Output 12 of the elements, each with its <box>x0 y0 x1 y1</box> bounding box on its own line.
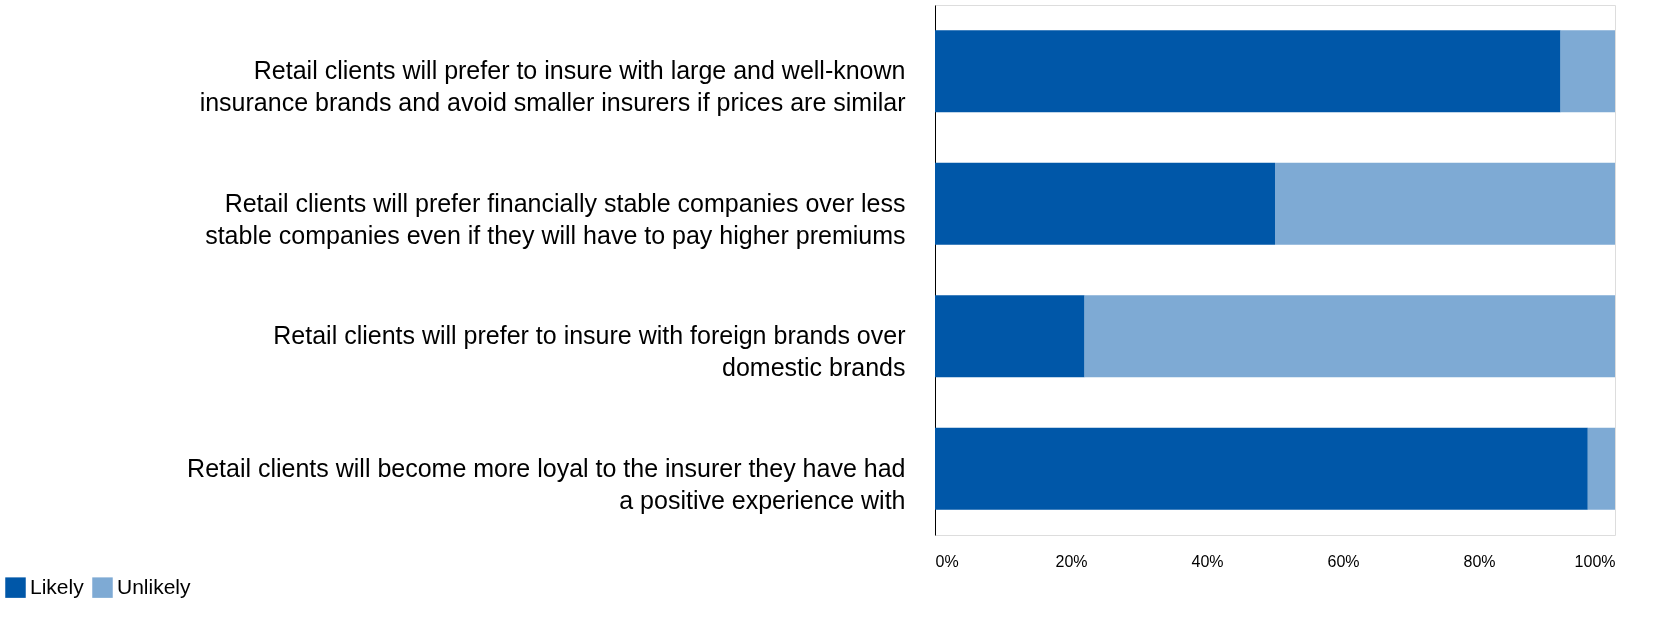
legend-label: Unlikely <box>117 574 192 598</box>
y-tick-label: Retail clients will prefer to insure with large and well-known insurance brands and avoid smaller insurers if prices are similar <box>199 56 906 117</box>
x-tick-label: 60% <box>1327 552 1360 570</box>
x-tick-label: 40% <box>1191 552 1224 570</box>
y-tick-label: Retail clients will prefer financially stable companies over less stable companies even if they will have to pay higher premiums <box>205 188 906 249</box>
x-tick-label: 20% <box>1055 552 1088 570</box>
x-tick-label: 80% <box>1463 552 1496 570</box>
y-tick-label: Retail clients will prefer to insure with foreign brands over domestic brands <box>273 321 906 382</box>
x-tick-label: 0% <box>935 552 959 570</box>
legend-label: Likely <box>30 574 85 598</box>
x-tick-label: 100% <box>1574 552 1616 570</box>
y-tick-label: Retail clients will become more loyal to the insurer they have had a positive experience with <box>187 453 906 514</box>
